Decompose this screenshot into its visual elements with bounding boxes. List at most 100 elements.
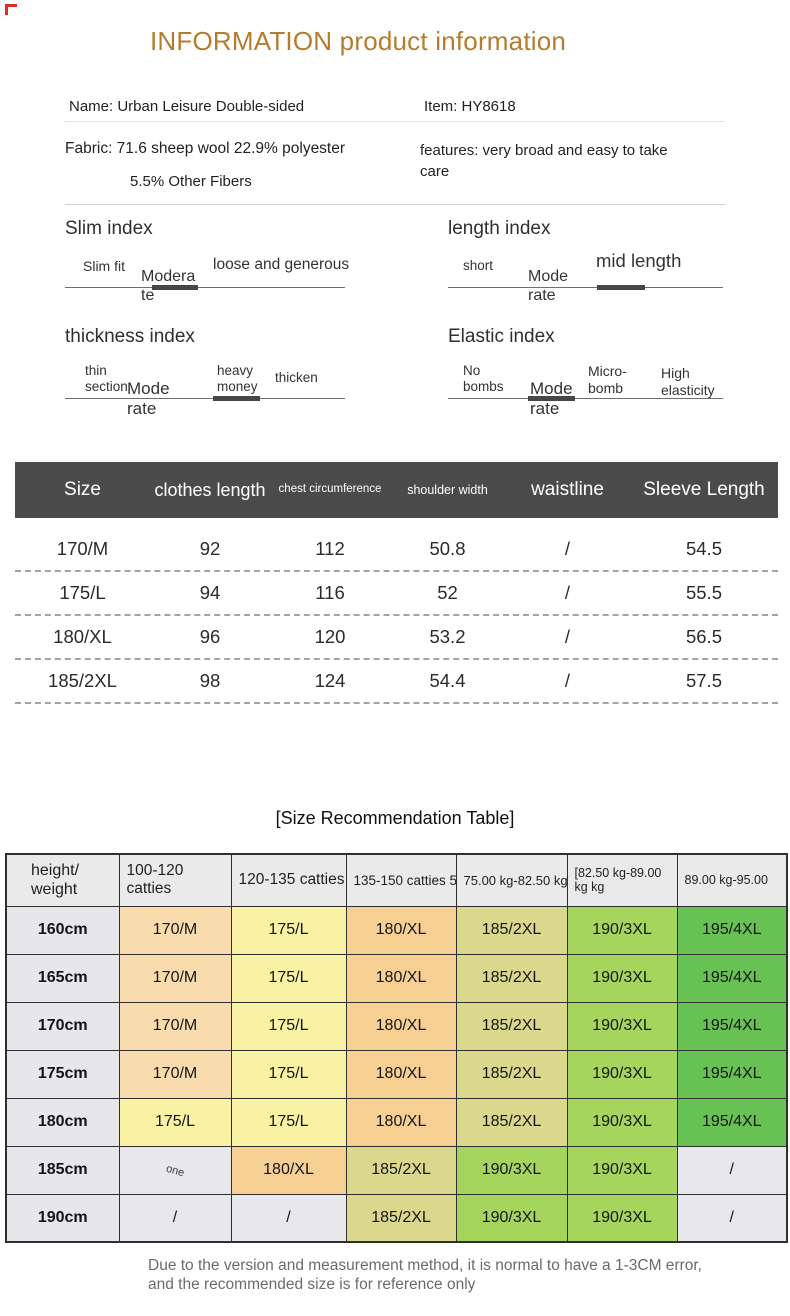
size-recommendation-cell: 170/M (118, 1049, 232, 1099)
scale-label: short (463, 258, 494, 273)
scale-marker (152, 285, 198, 290)
recommendation-header-cell: 120-135 catties (230, 853, 347, 907)
thickness-index-title: thickness index (65, 326, 195, 347)
size-table-body: 170/M 92 112 50.8 / 54.5 175/L 94 116 52 / 55.5 180/… (15, 518, 778, 704)
size-recommendation-cell: 195/4XL (676, 905, 788, 955)
size-measurement-table: Size clothes length chest circumference sho… (15, 462, 778, 704)
scale-label: No bombs (463, 363, 504, 394)
size-recommendation-cell: 185/2XL (455, 1049, 568, 1099)
height-cell: 160cm (5, 905, 120, 955)
size-recommendation-cell: 170/M (118, 905, 232, 955)
thickness-index-block: thickness index thin section Mode rate h… (65, 326, 365, 421)
size-table-cell: 56.5 (685, 626, 722, 647)
size-table-header-cell: Sleeve Length (643, 479, 765, 501)
size-recommendation-cell: 180/XL (345, 1049, 457, 1099)
recommendation-table-header-row: height/ weight 100-120 catties 120-135 cat… (5, 853, 788, 907)
size-recommendation-cell: / (118, 1193, 232, 1243)
recommendation-row: 185cm one 180/XL 185/2XL 190/3XL 190/3XL / (5, 1145, 788, 1195)
height-cell: 165cm (5, 953, 120, 1003)
info-row-fabric-features: Fabric: 71.6 sheep wool 22.9% polyester … (65, 122, 725, 205)
scale-line (65, 398, 345, 399)
product-features: features: very broad and easy to take ca… (420, 142, 668, 180)
footer-line-1: Due to the version and measurement metho… (148, 1257, 702, 1274)
recommendation-header-cell: 89.00 kg-95.00 (676, 853, 788, 907)
size-recommendation-cell: one (118, 1145, 232, 1195)
size-table-cell: 55.5 (685, 582, 722, 603)
size-recommendation-cell: 170/M (118, 1001, 232, 1051)
size-recommendation-cell: 195/4XL (676, 953, 788, 1003)
size-table-cell: 175/L (59, 582, 106, 603)
size-table-cell: / (564, 626, 571, 647)
size-table-cell: 53.2 (429, 626, 466, 647)
size-recommendation-cell: 180/XL (345, 1097, 457, 1147)
thickness-index-scale: thin section Mode rate heavy money thick… (65, 361, 365, 421)
recommendation-table-body: 160cm 170/M 175/L 180/XL 185/2XL 190/3XL 195/4… (5, 905, 788, 1243)
size-table-cell: 54.5 (685, 538, 722, 559)
scale-label: loose and generous (213, 256, 350, 273)
height-cell: 175cm (5, 1049, 120, 1099)
size-table-cell: / (564, 670, 571, 691)
size-table-header-cell: clothes length (154, 479, 266, 500)
size-recommendation-cell: 180/XL (345, 905, 457, 955)
height-cell: 185cm (5, 1145, 120, 1195)
scale-label: heavy money (217, 363, 258, 394)
size-table-header-cell: Size (64, 479, 101, 501)
scale-line (448, 398, 723, 399)
size-table-cell: 124 (314, 670, 346, 691)
scale-label: Mode rate (528, 268, 569, 304)
size-table-cell: 98 (199, 670, 221, 691)
size-recommendation-cell: / (230, 1193, 347, 1243)
size-table-row: 170/M 92 112 50.8 / 54.5 (15, 528, 778, 572)
size-recommendation-cell: 190/3XL (455, 1193, 568, 1243)
size-recommendation-cell: 185/2XL (455, 905, 568, 955)
scale-label: Mode rate (127, 379, 170, 419)
size-recommendation-cell: 195/4XL (676, 1001, 788, 1051)
size-table-cell: 112 (315, 538, 345, 559)
recommendation-header-cell: 75.00 kg-82.50 kg (455, 853, 568, 907)
size-recommendation-cell: 190/3XL (566, 905, 678, 955)
size-recommendation-cell: 185/2XL (345, 1145, 457, 1195)
height-cell: 190cm (5, 1193, 120, 1243)
scale-line (448, 287, 723, 288)
size-recommendation-cell: 175/L (230, 1097, 347, 1147)
size-recommendation-cell: 190/3XL (566, 1193, 678, 1243)
size-table-cell: 120 (314, 626, 346, 647)
length-index-title: length index (448, 218, 551, 239)
product-info-section: Name: Urban Leisure Double-sided Item: H… (65, 95, 725, 205)
size-table-cell: 180/XL (53, 626, 112, 647)
size-table-cell: 92 (199, 538, 221, 559)
scale-label: Modera te (141, 268, 196, 304)
size-recommendation-cell: 175/L (230, 953, 347, 1003)
product-fabric: Fabric: 71.6 sheep wool 22.9% polyester (65, 140, 346, 157)
size-table-header-cell: waistline (531, 479, 604, 501)
size-recommendation-cell: 195/4XL (676, 1097, 788, 1147)
page-title: INFORMATION product information (150, 26, 567, 56)
size-recommendation-cell: 180/XL (345, 1001, 457, 1051)
size-table-cell: 50.8 (429, 538, 466, 559)
scale-label: mid length (596, 250, 682, 271)
size-table-header-row: Size clothes length chest circumference sho… (15, 462, 778, 518)
recommendation-row: 165cm 170/M 175/L 180/XL 185/2XL 190/3XL 195/4… (5, 953, 788, 1003)
size-recommendation-cell: 195/4XL (676, 1049, 788, 1099)
size-recommendation-cell: 185/2XL (455, 953, 568, 1003)
scale-marker (213, 396, 260, 401)
size-recommendation-cell: 185/2XL (455, 1097, 568, 1147)
product-name: Name: Urban Leisure Double-sided (69, 98, 305, 115)
recommendation-header-cell: 100-120 catties (118, 853, 232, 907)
size-recommendation-cell: 175/L (118, 1097, 232, 1147)
size-table-cell: 52 (437, 582, 458, 603)
elastic-index-scale: No bombs Mode rate Micro- bomb High elas… (448, 361, 738, 421)
size-table-row: 185/2XL 98 124 54.4 / 57.5 (15, 660, 778, 704)
size-recommendation-cell: 180/XL (345, 953, 457, 1003)
size-table-cell: 116 (315, 582, 345, 603)
size-recommendation-cell: 190/3XL (566, 1049, 678, 1099)
slim-index-scale: Slim fit Modera te loose and generous (65, 253, 365, 313)
length-index-scale: short Mode rate mid length (448, 250, 738, 313)
size-recommendation-cell: 190/3XL (566, 953, 678, 1003)
size-table-cell: / (564, 582, 571, 603)
recommendation-header-cell: [82.50 kg-89.00 kg kg (566, 853, 678, 907)
scale-label: Slim fit (83, 258, 125, 274)
size-recommendation-cell: 185/2XL (455, 1001, 568, 1051)
size-table-header-cell: shoulder width (407, 482, 488, 497)
